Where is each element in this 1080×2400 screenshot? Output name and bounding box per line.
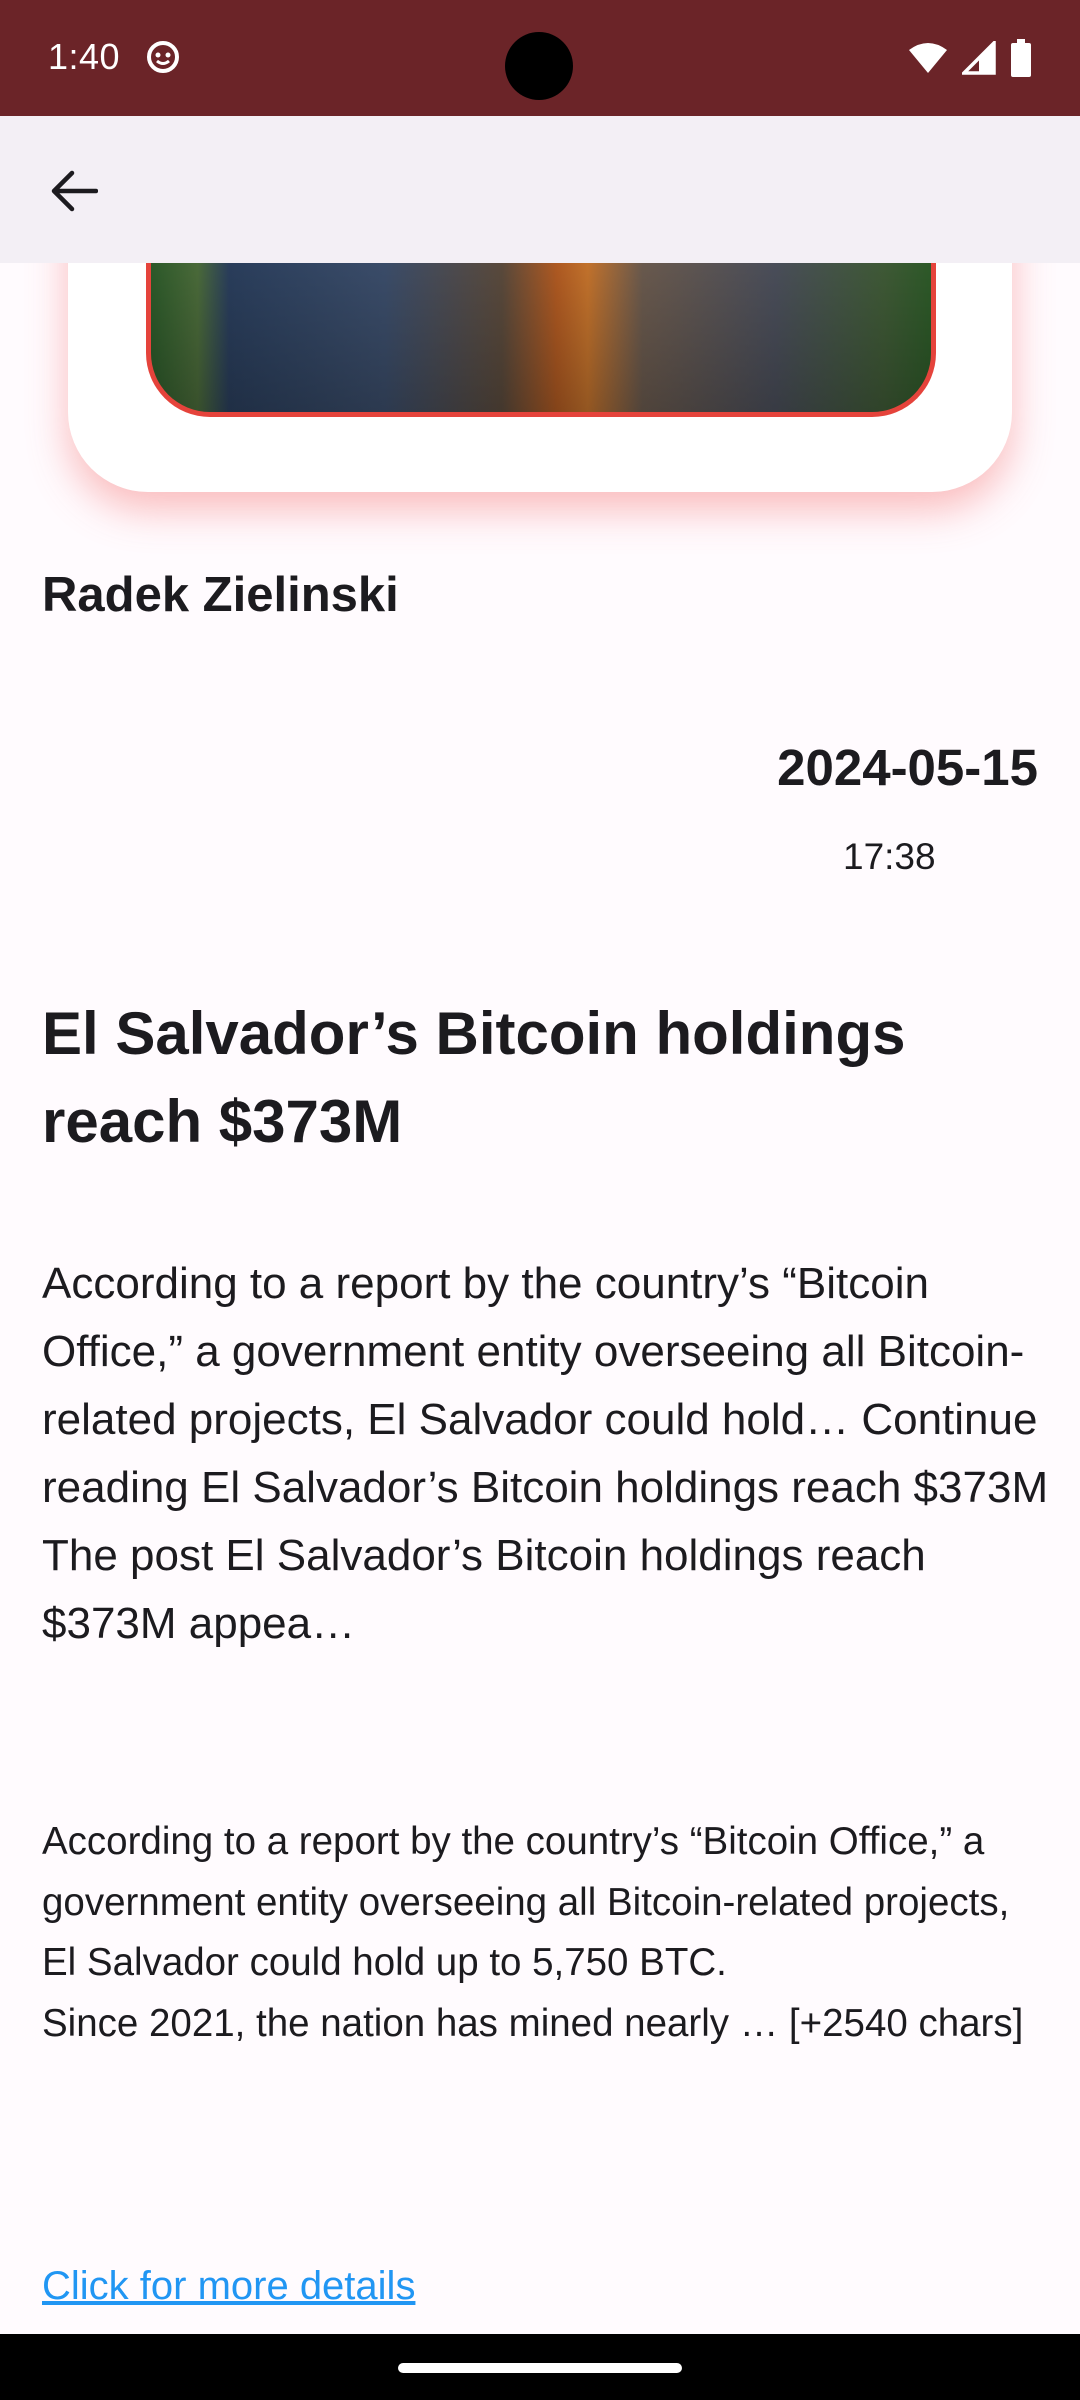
article-summary: According to a report by the country’s “… xyxy=(42,1259,1049,1648)
article-date: 2024-05-15 xyxy=(777,739,1038,796)
notification-face-icon xyxy=(147,41,179,73)
navigation-bar xyxy=(0,2334,1080,2400)
more-details-link[interactable]: Click for more details xyxy=(42,2264,416,2308)
article-content: According to a report by the country’s “… xyxy=(42,1820,1024,2045)
back-button[interactable] xyxy=(34,156,114,226)
wifi-icon xyxy=(909,43,947,73)
arrow-back-icon xyxy=(51,170,98,212)
article-title: El Salvador’s Bitcoin holdings reach $37… xyxy=(42,1000,906,1155)
signal-icon xyxy=(962,41,996,75)
status-time: 1:40 xyxy=(48,36,121,77)
home-gesture-handle[interactable] xyxy=(398,2363,682,2373)
camera-cutout xyxy=(505,32,573,100)
app-bar xyxy=(0,116,1080,263)
article-author: Radek Zielinski xyxy=(42,568,399,622)
article-time: 17:38 xyxy=(843,836,936,877)
status-bar: 1:40 xyxy=(0,0,1080,116)
status-icons xyxy=(908,38,1032,78)
battery-icon xyxy=(1011,39,1031,77)
